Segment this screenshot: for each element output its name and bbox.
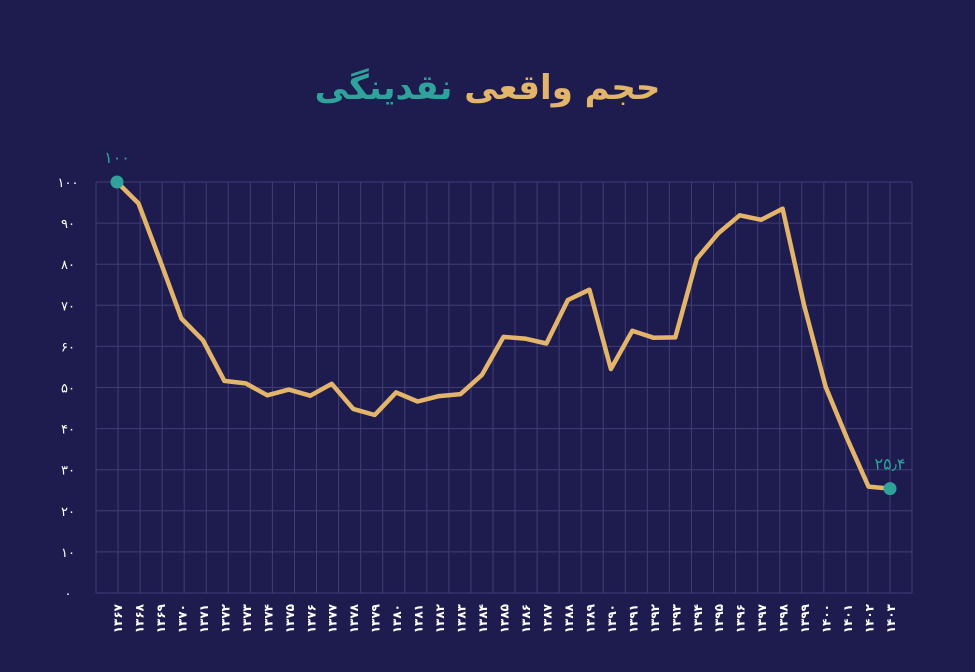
x-tick-label: ۱۳۸۸ — [562, 603, 576, 633]
x-tick-label: ۱۳۸۵ — [498, 604, 512, 633]
x-tick-label: ۱۳۶۷ — [111, 603, 125, 633]
x-tick-label: ۱۳۷۴ — [261, 604, 275, 633]
x-tick-label: ۱۳۹۴ — [691, 604, 705, 633]
x-tick-label: ۱۳۷۸ — [347, 603, 361, 633]
x-tick-label: ۱۴۰۳ — [884, 603, 898, 633]
y-tick-label: ۹۰ — [61, 217, 75, 232]
x-axis-ticks: ۱۳۶۷ ۱۳۶۸ ۱۳۶۹ ۱۳۷۰ ۱۳۷۱ ۱۳۷۲ ۱۳۷۳ ۱۳۷۴ ۱۳۷۵ ۱۳۷۶… — [111, 603, 898, 633]
x-tick-label: ۱۳۹۱ — [626, 604, 640, 633]
x-tick-label: ۱۳۸۱ — [412, 604, 426, 633]
chart-title: حجم واقعی نقدینگی — [0, 68, 975, 108]
x-tick-label: ۱۳۷۹ — [369, 603, 383, 633]
data-point-label: ۲۵٫۴ — [875, 455, 906, 474]
x-tick-label: ۱۳۶۸ — [132, 603, 146, 633]
x-tick-label: ۱۳۹۷ — [755, 603, 769, 633]
x-tick-label: ۱۳۹۰ — [605, 604, 619, 633]
data-point-marker — [110, 175, 124, 189]
x-tick-label: ۱۳۷۱ — [197, 604, 211, 633]
chart-title-part-2: نقدینگی — [314, 68, 453, 108]
x-tick-label: ۱۴۰۰ — [820, 604, 834, 633]
y-tick-label: ۷۰ — [61, 299, 75, 314]
y-tick-label: ۸۰ — [61, 258, 75, 273]
y-tick-label: ۴۰ — [61, 423, 75, 438]
y-tick-label: ۱۰ — [61, 546, 75, 561]
y-tick-label: ۱۰۰ — [58, 176, 79, 191]
x-tick-label: ۱۴۰۱ — [841, 604, 855, 633]
data-point-label: ۱۰۰ — [104, 148, 130, 167]
x-tick-label: ۱۳۸۷ — [540, 603, 554, 633]
x-tick-label: ۱۳۹۵ — [712, 604, 726, 633]
x-tick-label: ۱۳۷۶ — [304, 604, 318, 633]
x-tick-label: ۱۳۸۲ — [433, 603, 447, 633]
x-tick-label: ۱۳۷۷ — [326, 603, 340, 633]
data-point-marker — [883, 482, 897, 496]
x-tick-label: ۱۳۹۶ — [734, 604, 748, 633]
x-tick-label: ۱۳۹۳ — [669, 603, 683, 633]
x-tick-label: ۱۳۶۹ — [154, 603, 168, 633]
x-tick-label: ۱۳۷۲ — [218, 603, 232, 633]
y-tick-label: ۵۰ — [61, 382, 75, 397]
x-tick-label: ۱۳۹۹ — [798, 603, 812, 633]
x-tick-label: ۱۳۹۸ — [777, 603, 791, 633]
x-tick-label: ۱۳۸۰ — [390, 604, 404, 633]
markers-layer: ۱۰۰ ۲۵٫۴ — [104, 148, 906, 496]
x-tick-label: ۱۳۸۶ — [519, 604, 533, 633]
x-tick-label: ۱۳۸۹ — [583, 603, 597, 633]
y-tick-label: ۲۰ — [61, 505, 75, 520]
y-tick-label: ۰ — [65, 587, 72, 602]
x-tick-label: ۱۴۰۲ — [863, 603, 877, 633]
x-tick-label: ۱۳۷۰ — [175, 604, 189, 633]
series-line — [114, 179, 893, 491]
x-tick-label: ۱۳۹۲ — [648, 603, 662, 633]
chart-title-part-1: حجم واقعی — [464, 68, 661, 108]
y-tick-label: ۶۰ — [61, 340, 75, 355]
series-layer — [114, 179, 893, 491]
x-tick-label: ۱۳۷۳ — [240, 603, 254, 633]
x-tick-label: ۱۳۸۳ — [455, 603, 469, 633]
y-axis-ticks: ۰ ۱۰ ۲۰ ۳۰ ۴۰ ۵۰ ۶۰ ۷۰ ۸۰ ۹۰ ۱۰۰ — [58, 176, 79, 602]
x-tick-label: ۱۳۷۵ — [283, 604, 297, 633]
y-tick-label: ۳۰ — [61, 464, 75, 479]
x-tick-label: ۱۳۸۴ — [476, 604, 490, 633]
